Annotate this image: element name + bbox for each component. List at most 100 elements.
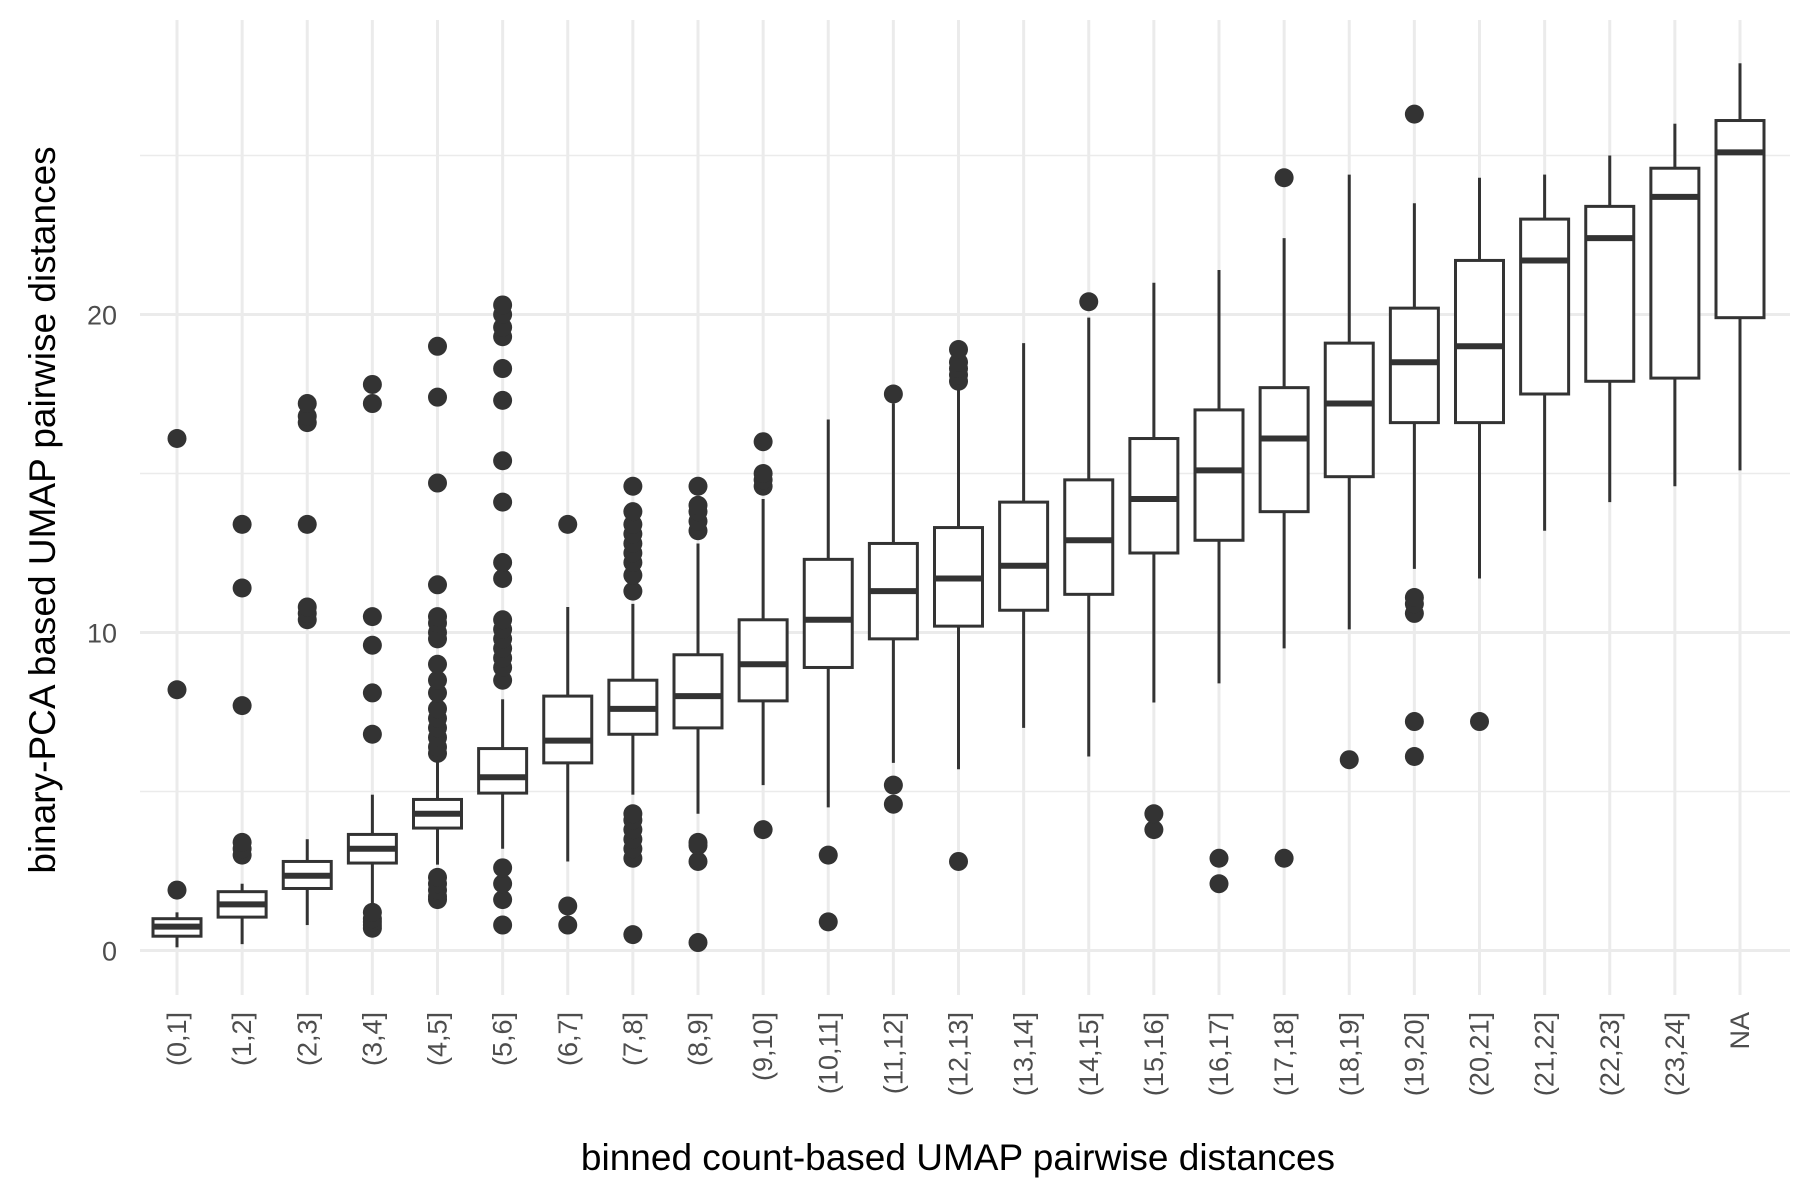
x-tick-label: (20,21] — [1465, 1012, 1495, 1096]
outlier-point — [1404, 712, 1424, 732]
outlier-point — [428, 607, 447, 627]
outlier-point — [428, 670, 447, 690]
outlier-point — [362, 374, 382, 394]
outlier-point — [623, 502, 643, 522]
box-iqr — [1388, 306, 1440, 425]
box-series — [151, 63, 1766, 953]
outlier-point — [167, 680, 187, 700]
box-iqr — [1454, 258, 1505, 425]
x-axis-ticks: (0,1] (1,2] (2,3] (3,4] (4,5] (5,6] (6,7] (7,8]… — [162, 1012, 1755, 1096]
x-tick-label: (6,7] — [553, 1012, 583, 1066]
outlier-point — [623, 581, 643, 601]
outlier-point — [232, 832, 252, 852]
outlier-point — [1209, 874, 1229, 894]
outlier-point — [883, 775, 903, 795]
x-tick-label: (18,19] — [1334, 1012, 1364, 1096]
outlier-point — [232, 578, 252, 598]
box-17 — [1193, 269, 1245, 894]
outlier-point — [493, 610, 513, 630]
x-tick-label: (9,10] — [748, 1012, 778, 1081]
outlier-point — [493, 451, 513, 471]
outlier-point — [493, 359, 513, 379]
outlier-point — [297, 597, 317, 617]
outlier-point — [428, 654, 447, 674]
outlier-point — [493, 874, 513, 894]
outlier-point — [297, 514, 317, 534]
x-tick-label: (16,17] — [1204, 1012, 1234, 1096]
x-tick-label: (5,6] — [488, 1012, 518, 1066]
outlier-point — [167, 429, 187, 449]
outlier-point — [362, 394, 382, 414]
outlier-point — [297, 394, 317, 414]
outlier-point — [1470, 712, 1489, 732]
outlier-point — [428, 575, 447, 595]
box-iqr — [1584, 204, 1636, 383]
outlier-point — [883, 384, 903, 404]
box-iqr — [672, 653, 724, 730]
outlier-point — [688, 933, 708, 953]
x-tick-label: NA — [1725, 1012, 1755, 1050]
box-iqr — [1128, 437, 1180, 555]
box-24 — [1649, 123, 1701, 487]
box-2 — [216, 514, 268, 945]
outlier-point — [818, 912, 838, 932]
outlier-point — [1144, 804, 1164, 824]
box-iqr — [998, 500, 1050, 612]
x-tick-label: (2,3] — [292, 1012, 322, 1066]
box-25 — [1714, 63, 1766, 471]
x-tick-label: (17,18] — [1269, 1012, 1299, 1096]
outlier-point — [818, 845, 838, 865]
box-iqr — [1649, 166, 1701, 380]
outlier-point — [558, 915, 578, 935]
x-tick-label: (21,22] — [1530, 1012, 1560, 1096]
box-20 — [1388, 104, 1440, 767]
x-tick-label: (12,13] — [944, 1012, 974, 1096]
outlier-point — [493, 915, 513, 935]
box-4 — [346, 374, 398, 938]
outlier-point — [753, 820, 773, 840]
outlier-point — [1404, 747, 1424, 767]
outlier-point — [493, 890, 513, 910]
x-tick-label: (22,23] — [1595, 1012, 1625, 1096]
outlier-point — [688, 495, 708, 515]
outlier-point — [362, 607, 382, 627]
outlier-point — [362, 902, 382, 922]
outlier-point — [623, 925, 643, 945]
outlier-point — [688, 476, 708, 496]
y-tick-label: 10 — [87, 619, 117, 649]
outlier-point — [428, 867, 447, 887]
x-tick-label: (10,11] — [813, 1012, 843, 1094]
outlier-point — [362, 683, 382, 703]
box-1 — [151, 429, 203, 948]
x-tick-label: (19,20] — [1399, 1012, 1429, 1096]
outlier-point — [753, 464, 773, 483]
box-iqr — [1063, 478, 1115, 596]
y-tick-label: 0 — [102, 937, 117, 967]
outlier-point — [623, 804, 643, 824]
outlier-point — [688, 832, 708, 852]
y-tick-label: 20 — [87, 301, 117, 331]
x-tick-label: (0,1] — [162, 1012, 192, 1066]
outlier-point — [949, 851, 968, 871]
outlier-point — [493, 295, 513, 315]
y-axis-ticks: 0 10 20 — [87, 301, 117, 967]
box-21 — [1454, 177, 1505, 732]
box-iqr — [737, 618, 789, 703]
outlier-point — [558, 514, 578, 534]
box-14 — [998, 343, 1050, 728]
x-tick-label: (14,15] — [1074, 1012, 1104, 1096]
outlier-point — [493, 492, 513, 512]
outlier-point — [558, 896, 578, 916]
x-tick-label: (3,4] — [357, 1012, 387, 1066]
box-iqr — [1258, 386, 1310, 514]
outlier-point — [949, 339, 968, 359]
box-5 — [412, 336, 463, 910]
x-tick-label: (8,9] — [683, 1012, 713, 1066]
outlier-point — [232, 514, 252, 534]
box-23 — [1584, 155, 1636, 503]
outlier-point — [883, 794, 903, 814]
outlier-point — [493, 858, 513, 878]
outlier-point — [428, 336, 447, 356]
outlier-point — [1274, 848, 1294, 868]
